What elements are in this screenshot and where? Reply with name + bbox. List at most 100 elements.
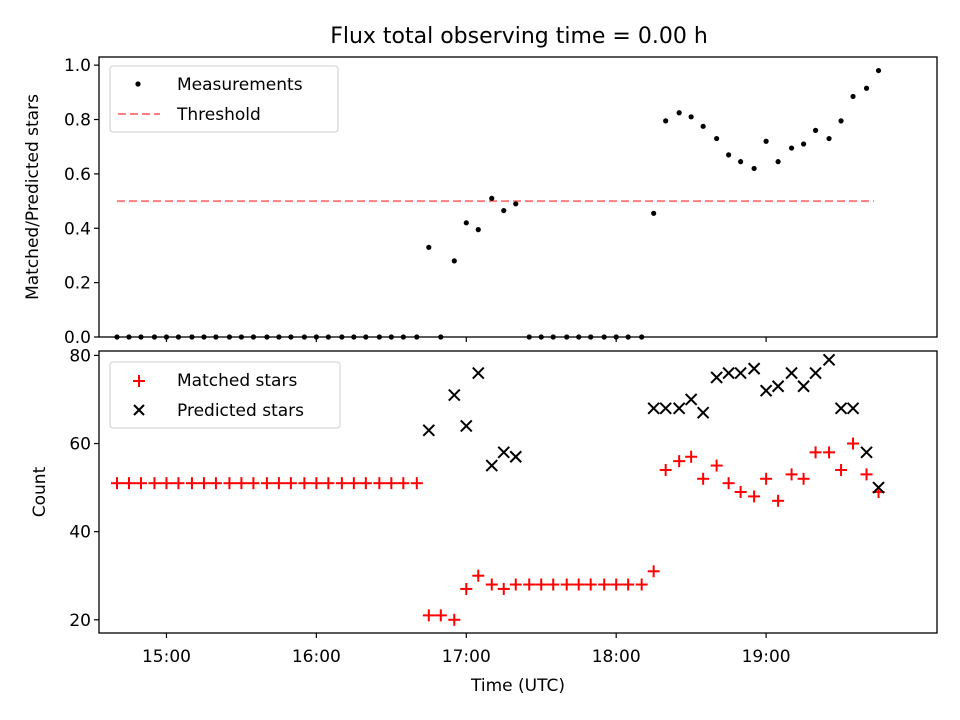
measurement-point xyxy=(463,220,469,226)
matched-star-point xyxy=(823,446,836,459)
measurement-point xyxy=(700,123,706,129)
predicted-star-point xyxy=(710,371,723,384)
matched-star-point xyxy=(509,578,522,591)
matched-star-point xyxy=(397,477,410,490)
bottom-legend: Matched stars Predicted stars xyxy=(109,361,341,429)
matched-star-point xyxy=(373,477,386,490)
matched-star-point xyxy=(734,486,747,498)
top-axes-frame xyxy=(98,56,938,338)
top-y-tick-label: 0.0 xyxy=(64,328,91,348)
measurement-point xyxy=(714,135,720,142)
matched-star-point xyxy=(785,468,798,481)
x-tick-label: 17:00 xyxy=(442,647,491,667)
predicted-star-point xyxy=(809,366,822,380)
predicted-star-point xyxy=(747,362,761,375)
legend-predicted-label: Predicted stars xyxy=(177,401,304,421)
predicted-star-point xyxy=(696,406,710,419)
x-tick-label: 19:00 xyxy=(742,647,791,667)
matched-star-point xyxy=(809,446,822,459)
measurement-point xyxy=(850,93,856,100)
matched-star-point xyxy=(460,582,473,595)
matched-star-point xyxy=(197,477,210,490)
measurement-point xyxy=(751,165,757,172)
matched-star-point xyxy=(172,477,185,490)
matched-star-point xyxy=(847,437,860,450)
top-y-tick-label: 0.6 xyxy=(64,165,91,185)
x-tick-label: 16:00 xyxy=(292,647,341,667)
predicted-star-point xyxy=(460,419,473,433)
matched-star-point xyxy=(284,477,297,490)
matched-star-point xyxy=(835,463,848,476)
matched-star-point xyxy=(122,477,135,490)
legend-matched-label: Matched stars xyxy=(177,371,297,391)
measurement-point xyxy=(513,201,519,207)
measurement-point xyxy=(688,114,694,120)
predicted-star-point xyxy=(647,402,660,415)
matched-star-point xyxy=(347,477,360,490)
matched-star-point xyxy=(160,477,173,490)
matched-star-point xyxy=(860,468,873,481)
matched-star-point xyxy=(722,477,735,490)
bottom-y-tick-label: 80 xyxy=(69,346,91,366)
measurement-point xyxy=(863,85,870,91)
measurement-point xyxy=(788,145,795,151)
measurement-point xyxy=(875,67,882,74)
measurement-point xyxy=(475,227,481,233)
predicted-star-point xyxy=(448,388,461,402)
top-legend: Measurements Threshold xyxy=(109,65,339,133)
predicted-star-point xyxy=(485,459,498,472)
legend-matched-marker xyxy=(133,375,145,387)
top-panel: 0.0 0.2 0.4 0.6 0.8 1.0 Matched/Predicted sta… xyxy=(23,56,938,348)
matched-star-point xyxy=(635,578,648,591)
matched-star-point xyxy=(110,477,123,490)
measurement-point xyxy=(763,138,769,144)
matched-star-point xyxy=(647,565,660,578)
top-y-tick-label: 1.0 xyxy=(64,56,91,76)
legend-measurements-marker xyxy=(135,81,141,87)
top-y-tick-label: 0.2 xyxy=(64,274,91,294)
predicted-star-point xyxy=(834,402,848,415)
measurement-point xyxy=(738,159,744,165)
matched-star-point xyxy=(685,450,698,463)
measurement-point xyxy=(838,118,844,124)
matched-star-point xyxy=(547,578,560,591)
predicted-star-point xyxy=(684,393,698,406)
measurement-point xyxy=(726,152,732,158)
matched-star-point xyxy=(422,609,435,622)
matched-star-point xyxy=(673,455,686,468)
predicted-star-point xyxy=(472,366,485,380)
predicted-star-point xyxy=(734,366,747,380)
measurement-point xyxy=(812,127,819,133)
matched-star-point xyxy=(134,477,147,490)
matched-star-point xyxy=(772,494,785,507)
measurement-point xyxy=(501,207,507,214)
predicted-star-point xyxy=(860,446,873,459)
matched-star-point xyxy=(710,459,723,472)
bottom-plot-area: 20 40 60 80 15:00 16:00 17:00 18:00 19:00 xyxy=(69,346,885,667)
matched-star-point xyxy=(322,477,335,490)
predicted-star-point xyxy=(872,481,885,494)
x-axis-label: Time (UTC) xyxy=(470,676,565,696)
top-y-axis-label: Matched/Predicted stars xyxy=(23,94,43,300)
matched-star-point xyxy=(497,582,510,595)
bottom-y-axis-label: Count xyxy=(30,466,50,517)
matched-star-point xyxy=(748,490,761,503)
predicted-star-point xyxy=(659,402,672,415)
matched-star-point xyxy=(622,578,635,591)
matched-star-point xyxy=(760,472,773,485)
matched-star-point xyxy=(335,477,348,490)
measurement-point xyxy=(676,110,682,116)
measurement-point xyxy=(800,141,807,147)
predicted-star-point xyxy=(722,366,735,380)
predicted-star-point xyxy=(771,380,785,393)
matched-star-point xyxy=(560,578,573,591)
bottom-y-tick-label: 20 xyxy=(69,611,91,631)
matched-star-point xyxy=(385,477,398,490)
predicted-star-point xyxy=(846,402,860,415)
measurement-point xyxy=(775,159,781,165)
matched-star-point xyxy=(298,477,311,490)
matched-star-point xyxy=(485,578,498,591)
top-y-tick-label: 0.4 xyxy=(64,219,91,239)
